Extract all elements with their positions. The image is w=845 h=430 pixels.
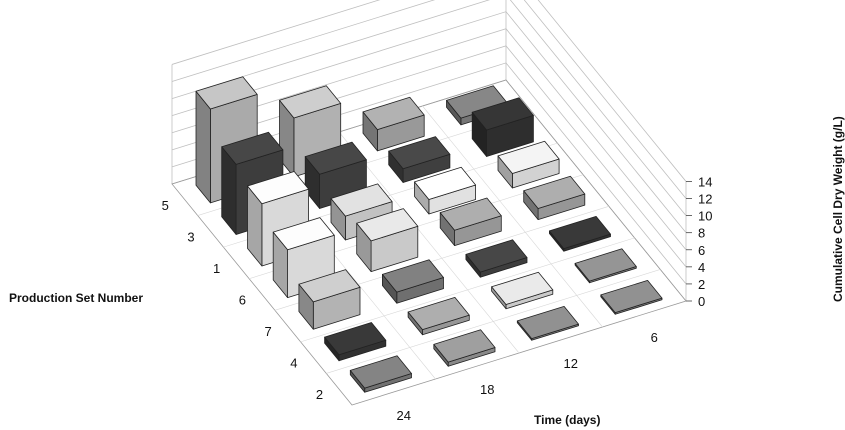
bar-set-4-day-12 [491,271,554,310]
bar-top-face [362,96,425,131]
bar-top-face [491,271,554,305]
x-tick-label: 6 [651,330,658,345]
bar-top-face [356,208,419,242]
bar-top-face [298,269,361,303]
x-tick-label: 24 [397,408,411,423]
bar-set-4-day-6 [574,248,637,284]
z-tick-label: 0 [698,294,705,309]
z-tick-label: 4 [698,260,705,275]
z-tick-label: 2 [698,277,705,292]
bar-top-face [407,296,470,331]
z-tick-label: 12 [698,192,712,207]
bar-top-face [471,97,534,131]
y-tick-label: 7 [264,324,271,339]
bar-set-7-day-6 [549,215,611,252]
bar-set-4-day-18 [407,296,470,336]
bar-top-face [330,183,393,217]
bar-top-face [279,85,342,119]
floor-gridline [326,269,661,374]
bar-top-face [221,131,284,165]
bar-top-face [433,329,496,363]
bar-top-face [439,197,502,231]
bar-top-face [414,166,477,200]
y-tick-label: 3 [187,229,194,244]
chart-bars [195,76,663,393]
bar-top-face [272,217,335,251]
chart-floor [171,79,687,406]
bar-top-face [574,248,637,282]
bar-side-face [195,90,211,204]
bar-set-1-day-6 [497,140,560,189]
bar-set-2-day-18 [433,329,496,367]
floor-gridline [422,105,603,328]
bar-top-face [349,355,412,389]
x-tick-label: 12 [564,356,578,371]
bar-top-face [516,305,579,340]
y-axis-title: Production Set Number [9,291,143,305]
y-tick-label: 6 [239,293,246,308]
z-tick-label: 8 [698,226,705,241]
y-tick-label: 5 [162,198,169,213]
gridline [171,0,687,216]
bar-set-3-day-18 [304,141,367,209]
floor-gridline [338,131,520,354]
bar-top-face [304,141,367,175]
bar-set-6-day-18 [356,208,419,273]
y-tick-label: 1 [213,261,220,276]
bar-set-4-day-24 [324,322,387,362]
bar-top-face [388,136,451,170]
bar-set-2-day-6 [600,279,663,315]
bar-set-7-day-12 [465,239,528,278]
bar-top-face [465,239,528,273]
gridline [171,0,687,182]
bar-set-7-day-24 [298,269,361,330]
bar-top-face [195,76,258,110]
bar-top-face [247,171,310,205]
bar-set-2-day-12 [516,305,579,341]
bar-top-face [381,259,444,293]
floor-gridline [300,237,635,343]
bar-set-6-day-12 [439,197,502,247]
bar-set-6-day-6 [523,175,586,221]
z-tick-label: 14 [698,174,712,189]
bar-top-face [497,140,560,174]
bar-set-3-day-12 [388,136,451,183]
bar-top-face [523,175,586,209]
bar-set-2-day-24 [349,355,412,393]
y-tick-label: 2 [316,387,323,402]
y-tick-label: 4 [290,356,297,371]
bar-top-face [600,279,663,314]
bar-set-7-day-18 [381,259,444,304]
bar-top-face [324,322,387,356]
z-axis-title: Cumulative Cell Dry Weight (g/L) [831,116,845,302]
bar-top-face [549,215,611,250]
bar-set-5-day-12 [362,96,425,152]
bar-set-1-day-12 [414,166,477,215]
gridline [171,0,687,199]
bar-set-3-day-6 [471,97,534,157]
x-tick-label: 18 [480,382,494,397]
x-axis-title: Time (days) [534,413,600,427]
z-tick-label: 6 [698,243,705,258]
z-tick-label: 10 [698,209,712,224]
